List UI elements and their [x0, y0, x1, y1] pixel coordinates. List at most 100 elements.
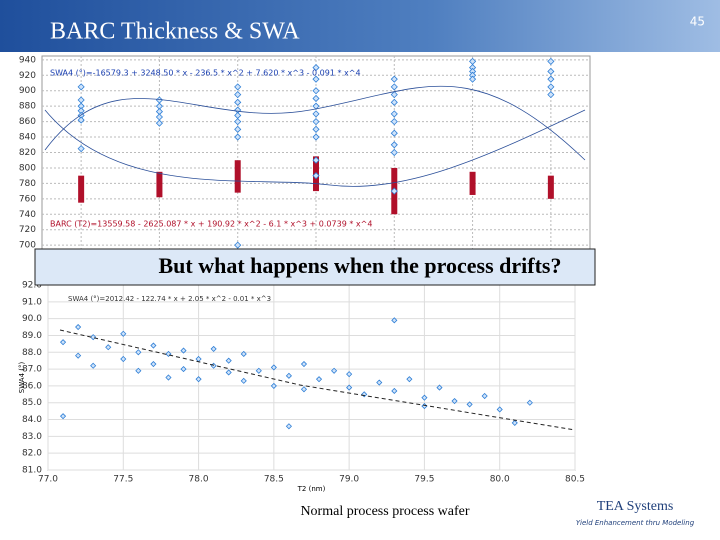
y-tick-label: 920 — [19, 71, 36, 81]
swa-point — [77, 116, 85, 124]
swa-point — [390, 118, 398, 126]
barc-bar — [547, 175, 554, 199]
scatter-point — [376, 379, 383, 386]
scatter-point — [150, 360, 157, 368]
scatter-point — [496, 406, 503, 413]
scatter-point — [165, 350, 172, 358]
y-tick-label: 900 — [19, 86, 36, 96]
y-tick-label: 740 — [19, 210, 36, 220]
scatter-point — [210, 345, 217, 352]
swa-point — [390, 129, 398, 137]
y-tick-label: 88.0 — [22, 348, 42, 358]
swa-point — [390, 98, 398, 106]
y-tick-label: 840 — [19, 133, 36, 143]
y-tick-label: 81.0 — [22, 466, 42, 476]
y-tick-label: 84.0 — [22, 415, 42, 425]
barc-bar — [469, 171, 476, 195]
scatter-point — [90, 362, 97, 369]
scatter-point — [391, 317, 398, 324]
scatter-point — [240, 350, 247, 358]
caption: Normal process process wafer — [300, 504, 469, 519]
scatter-point — [346, 371, 353, 378]
scatter-point — [120, 330, 127, 337]
equation: SWA4 (°)=2012.42 - 122.74 * x + 2.05 * x… — [68, 295, 271, 303]
swa-point — [390, 75, 398, 83]
scatter-point — [135, 367, 142, 374]
swa-point — [312, 125, 320, 133]
y-tick-label: 83.0 — [22, 432, 42, 442]
swa-point — [312, 118, 320, 126]
swa-point — [312, 172, 320, 180]
y-tick-label: 90.0 — [22, 314, 42, 324]
swa-point — [312, 94, 320, 103]
scatter-point — [511, 419, 518, 426]
slide-title: BARC Thickness & SWA — [50, 19, 300, 45]
y-tick-label: 85.0 — [22, 398, 42, 408]
y-tick-label: 760 — [19, 194, 36, 204]
swa-fit-curve — [44, 85, 586, 161]
x-tick-label: 77.5 — [113, 475, 133, 485]
swa-point — [390, 148, 398, 157]
equation: BARC (T2)=13559.58 - 2625.087 * x + 190.… — [50, 220, 372, 229]
barc-bar — [156, 171, 163, 198]
swa-point — [390, 141, 398, 149]
logo-name: TEA Systems — [597, 499, 674, 514]
scatter-point — [331, 367, 338, 374]
y-tick-label: 880 — [19, 102, 36, 112]
x-tick-label: 79.0 — [339, 475, 359, 485]
y-tick-label: 89.0 — [22, 331, 42, 341]
page-number: 45 — [690, 15, 705, 29]
swa-point — [547, 67, 555, 76]
scatter-point — [451, 397, 458, 405]
swa-point — [390, 83, 398, 91]
scatter-point — [406, 376, 413, 383]
scatter-point — [270, 382, 277, 389]
scatter-point — [526, 399, 533, 406]
scatter-point — [285, 423, 292, 430]
y-tick-label: 800 — [19, 163, 36, 173]
x-tick-label: 78.5 — [264, 475, 284, 485]
scatter-point — [421, 394, 428, 401]
swa-point — [547, 57, 555, 65]
swa-point — [547, 91, 555, 99]
callout-text: But what happens when the process drifts… — [159, 253, 562, 278]
bottom-fit-line — [59, 329, 576, 431]
scatter-point — [481, 392, 488, 400]
swa-point — [390, 187, 398, 195]
callout-box — [34, 248, 596, 286]
y-tick-label: 87.0 — [22, 365, 42, 375]
scatter-point — [315, 376, 323, 383]
scatter-point — [180, 366, 187, 373]
swa-point — [234, 125, 242, 133]
swa-point — [312, 133, 320, 141]
swa-point — [234, 98, 242, 106]
y-axis-label: SWA4 (°) — [18, 362, 26, 394]
scatter-point — [240, 377, 247, 384]
swa-point — [234, 133, 242, 141]
swa-point — [312, 110, 320, 118]
y-tick-label: 780 — [19, 179, 36, 189]
y-tick-label: 92.0 — [22, 281, 42, 291]
x-tick-label: 77.0 — [38, 475, 58, 485]
swa-point — [234, 118, 242, 126]
logo-tagline: Yield Enhancement thru Modeling — [576, 519, 695, 527]
y-tick-label: 91.0 — [22, 297, 42, 307]
swa-point — [547, 75, 555, 83]
swa-point — [234, 83, 242, 91]
swa-point — [312, 64, 320, 72]
scatter-point — [150, 342, 157, 349]
scatter-point — [391, 387, 398, 395]
x-tick-label: 80.5 — [565, 475, 585, 485]
x-tick-label: 78.0 — [189, 475, 209, 485]
scatter-point — [105, 344, 112, 351]
swa-point — [547, 83, 555, 91]
swa-point — [234, 91, 242, 99]
y-tick-label: 82.0 — [22, 449, 42, 459]
barc-bar — [78, 175, 85, 203]
scatter-point — [75, 352, 82, 359]
y-tick-label: 940 — [19, 55, 36, 65]
y-tick-label: 86.0 — [22, 381, 42, 391]
swa-point — [77, 145, 85, 153]
scatter-point — [165, 374, 172, 381]
